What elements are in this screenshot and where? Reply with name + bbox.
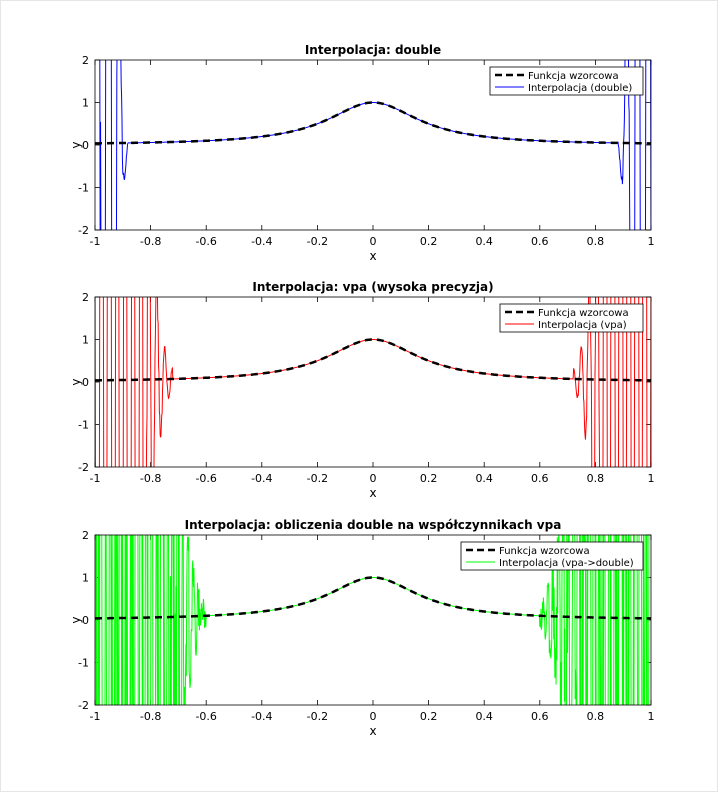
x-tick-label: -0.2 — [307, 235, 328, 248]
y-tick-label: 1 — [82, 97, 89, 110]
x-tick-label: -0.6 — [195, 710, 216, 723]
x-tick-label: 0.4 — [475, 472, 493, 485]
legend-label: Interpolacja (vpa->double) — [499, 558, 634, 569]
x-tick-label: 0.2 — [420, 472, 438, 485]
y-tick-label: -1 — [78, 419, 89, 432]
y-tick-label: 0 — [82, 139, 89, 152]
x-tick-label: 0 — [370, 472, 377, 485]
x-tick-label: 0.8 — [587, 710, 605, 723]
x-tick-label: -0.8 — [140, 710, 161, 723]
y-tick-label: -2 — [78, 461, 89, 474]
chart-title: Interpolacja: obliczenia double na współ… — [185, 518, 562, 532]
legend-label: Funkcja wzorcowa — [538, 308, 629, 319]
x-axis-label: x — [369, 486, 376, 500]
y-tick-label: -1 — [78, 182, 89, 195]
x-tick-label: -0.8 — [140, 472, 161, 485]
legend-box — [489, 66, 644, 96]
y-tick-label: -1 — [78, 657, 89, 670]
y-tick-label: 0 — [82, 376, 89, 389]
y-tick-label: 1 — [82, 334, 89, 347]
x-tick-label: 0.6 — [531, 235, 549, 248]
chart-2: Interpolacja: vpa (wysoka precyzja) -1 -0.… — [69, 280, 655, 500]
x-tick-label: 0.8 — [587, 472, 605, 485]
x-tick-label: 0.2 — [420, 710, 438, 723]
x-tick-label: 1 — [648, 235, 655, 248]
chart-title: Interpolacja: double — [305, 43, 441, 57]
chart-3: Interpolacja: obliczenia double na współ… — [69, 518, 655, 738]
x-tick-label: 0.4 — [475, 710, 493, 723]
x-tick-label: 0.6 — [531, 472, 549, 485]
legend-label: Interpolacja (vpa) — [538, 320, 627, 331]
legend-label: Funkcja wzorcowa — [528, 71, 619, 82]
y-axis-label: y — [69, 141, 83, 148]
legend-box — [499, 303, 644, 333]
chart-1: Interpolacja: double -1 -0.8 -0.6 -0.4 -0.2 0 0… — [69, 43, 655, 263]
x-tick-label: -0.2 — [307, 710, 328, 723]
legend-label: Interpolacja (double) — [528, 83, 632, 94]
y-tick-label: -2 — [78, 699, 89, 712]
legend-label: Funkcja wzorcowa — [499, 546, 590, 557]
legend-box — [460, 541, 644, 571]
x-tick-label: 0.2 — [420, 235, 438, 248]
x-tick-label: -1 — [90, 710, 101, 723]
y-tick-label: 0 — [82, 614, 89, 627]
y-tick-label: 2 — [82, 291, 89, 304]
x-tick-label: -0.4 — [251, 710, 272, 723]
y-axis-label: y — [69, 378, 83, 385]
y-tick-label: 1 — [82, 572, 89, 585]
y-axis-label: y — [69, 616, 83, 623]
axes-frame — [94, 296, 652, 468]
x-tick-label: -1 — [90, 472, 101, 485]
y-tick-label: 2 — [82, 529, 89, 542]
x-tick-label: 0 — [370, 235, 377, 248]
x-tick-label: 0.6 — [531, 710, 549, 723]
chart-title: Interpolacja: vpa (wysoka precyzja) — [252, 280, 493, 294]
x-tick-label: 1 — [648, 710, 655, 723]
y-tick-label: 2 — [82, 54, 89, 67]
y-tick-label: -2 — [78, 224, 89, 237]
x-tick-label: 0.8 — [587, 235, 605, 248]
x-tick-label: -0.8 — [140, 235, 161, 248]
axes-frame — [94, 59, 652, 231]
axes-frame — [94, 534, 652, 706]
series-line-interpolacja-double- — [99, 60, 651, 230]
x-tick-label: -0.4 — [251, 472, 272, 485]
x-tick-label: -0.4 — [251, 235, 272, 248]
x-tick-label: -1 — [90, 235, 101, 248]
series-line-interpolacja-vpa- — [95, 297, 651, 467]
x-axis-label: x — [369, 724, 376, 738]
x-tick-label: 1 — [648, 472, 655, 485]
x-tick-label: -0.6 — [195, 472, 216, 485]
x-tick-label: -0.2 — [307, 472, 328, 485]
x-tick-label: 0.4 — [475, 235, 493, 248]
x-tick-label: -0.6 — [195, 235, 216, 248]
x-tick-label: 0 — [370, 710, 377, 723]
x-axis-label: x — [369, 249, 376, 263]
